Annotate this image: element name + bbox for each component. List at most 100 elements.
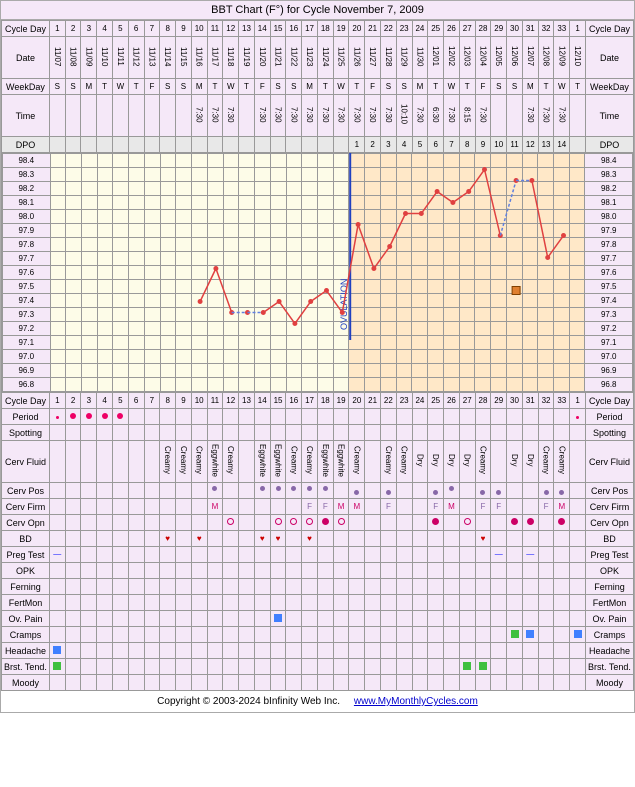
grid-cell bbox=[255, 182, 271, 196]
grid-cell bbox=[349, 350, 365, 364]
grid-cell bbox=[239, 336, 255, 350]
data-cell bbox=[381, 563, 397, 579]
grid-cell bbox=[97, 280, 113, 294]
data-cell: 7:30 bbox=[207, 95, 223, 137]
grid-cell bbox=[176, 280, 192, 294]
data-cell: 29 bbox=[491, 21, 507, 37]
dpo-cell: 4 bbox=[396, 137, 412, 153]
data-cell bbox=[286, 643, 302, 659]
data-cell: 13 bbox=[239, 21, 255, 37]
data-cell bbox=[128, 675, 144, 691]
data-cell: 30 bbox=[507, 21, 523, 37]
data-cell bbox=[554, 675, 570, 691]
grid-cell bbox=[317, 182, 333, 196]
grid-cell bbox=[396, 308, 412, 322]
data-cell bbox=[112, 441, 128, 483]
data-cell bbox=[176, 627, 192, 643]
grid-cell bbox=[396, 266, 412, 280]
data-cell bbox=[97, 483, 113, 499]
grid-cell bbox=[302, 322, 318, 336]
data-cell bbox=[49, 563, 65, 579]
data-cell bbox=[554, 515, 570, 531]
data-cell bbox=[507, 409, 523, 425]
data-cell bbox=[65, 531, 81, 547]
grid-cell bbox=[428, 308, 444, 322]
data-cell: 26 bbox=[444, 21, 460, 37]
grid-cell bbox=[428, 252, 444, 266]
grid-cell bbox=[255, 378, 271, 392]
grid-cell bbox=[207, 252, 223, 266]
grid-cell bbox=[207, 294, 223, 308]
grid-cell bbox=[144, 294, 160, 308]
data-cell bbox=[97, 547, 113, 563]
data-cell: 12/08 bbox=[538, 37, 554, 79]
grid-cell bbox=[396, 364, 412, 378]
data-cell bbox=[554, 547, 570, 563]
data-cell: 7 bbox=[144, 21, 160, 37]
grid-cell bbox=[192, 364, 208, 378]
grid-cell bbox=[538, 210, 554, 224]
grid-cell bbox=[286, 238, 302, 252]
data-cell bbox=[144, 627, 160, 643]
data-cell: Creamy bbox=[538, 441, 554, 483]
data-cell bbox=[317, 531, 333, 547]
grid-cell bbox=[349, 280, 365, 294]
grid-cell bbox=[160, 378, 176, 392]
grid-cell bbox=[554, 308, 570, 322]
data-cell bbox=[128, 547, 144, 563]
temp-label: 97.4 bbox=[3, 294, 51, 308]
data-cell: Dry bbox=[428, 441, 444, 483]
grid-cell bbox=[522, 322, 538, 336]
row-label-r: Cerv Firm bbox=[585, 499, 633, 515]
data-cell bbox=[459, 627, 475, 643]
data-cell bbox=[81, 483, 97, 499]
grid-cell bbox=[443, 168, 459, 182]
grid-cell bbox=[192, 196, 208, 210]
data-cell bbox=[286, 595, 302, 611]
data-cell bbox=[81, 409, 97, 425]
grid-cell bbox=[443, 182, 459, 196]
data-cell bbox=[254, 659, 270, 675]
grid-cell bbox=[412, 168, 428, 182]
data-cell: 28 bbox=[475, 393, 491, 409]
data-cell bbox=[491, 595, 507, 611]
grid-cell bbox=[66, 238, 82, 252]
data-cell bbox=[128, 499, 144, 515]
grid-cell bbox=[97, 224, 113, 238]
data-cell bbox=[412, 611, 428, 627]
grid-cell bbox=[459, 266, 475, 280]
data-cell: Eggwhite bbox=[317, 441, 333, 483]
grid-cell bbox=[160, 182, 176, 196]
data-cell: Dry bbox=[522, 441, 538, 483]
data-cell: S bbox=[160, 79, 176, 95]
grid-cell bbox=[506, 266, 522, 280]
grid-cell bbox=[239, 182, 255, 196]
data-cell bbox=[286, 499, 302, 515]
dpo-label: DPO bbox=[2, 137, 50, 153]
data-cell bbox=[570, 499, 586, 515]
grid-cell bbox=[522, 154, 538, 168]
data-cell: M bbox=[191, 79, 207, 95]
data-cell bbox=[254, 483, 270, 499]
grid-cell bbox=[97, 308, 113, 322]
grid-cell bbox=[349, 308, 365, 322]
grid-cell bbox=[365, 196, 381, 210]
data-cell bbox=[491, 659, 507, 675]
grid-cell bbox=[50, 308, 66, 322]
grid-cell bbox=[475, 350, 491, 364]
data-cell bbox=[459, 531, 475, 547]
data-cell bbox=[396, 643, 412, 659]
grid-cell bbox=[333, 168, 349, 182]
dpo-cell bbox=[112, 137, 128, 153]
data-cell: 11/26 bbox=[349, 37, 365, 79]
footer-link[interactable]: www.MyMonthlyCycles.com bbox=[354, 696, 478, 707]
row-label: Moody bbox=[2, 675, 50, 691]
data-cell: 16 bbox=[286, 21, 302, 37]
grid-cell bbox=[255, 294, 271, 308]
grid-cell bbox=[317, 154, 333, 168]
data-cell: 7:30 bbox=[333, 95, 349, 137]
data-cell: 24 bbox=[412, 21, 428, 37]
data-cell bbox=[554, 531, 570, 547]
data-cell: F bbox=[475, 79, 491, 95]
grid-cell bbox=[554, 266, 570, 280]
